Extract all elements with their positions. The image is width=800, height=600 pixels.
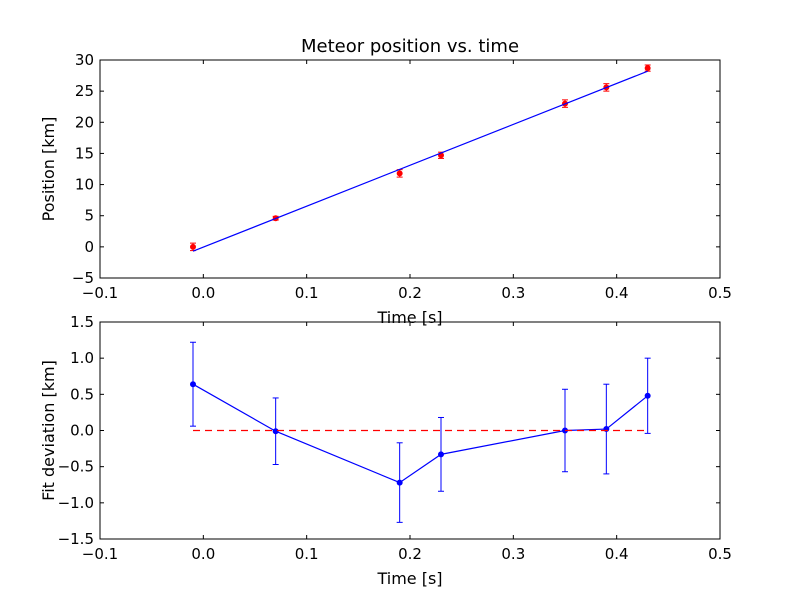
position-chart-y-tick-label: 0	[84, 238, 94, 256]
deviation-chart-ticks: −0.1 0.0 0.1 0.2 0.3 0.4 0.5 −1.5 −1.0 −0.5 0.0 0.5…	[58, 313, 732, 563]
position-chart-x-tick-label: 0.2	[398, 284, 422, 302]
deviation-chart: −0.1 0.0 0.1 0.2 0.3 0.4 0.5 −1.5 −1.0 −0.5 0.0 0.5…	[39, 313, 732, 588]
position-chart-x-tick-label: 0.0	[191, 284, 215, 302]
deviation-point	[272, 428, 279, 435]
deviation-point	[396, 479, 403, 486]
position-chart-y-tick-label: 30	[75, 51, 94, 69]
position-chart-x-tick-label: 0.1	[295, 284, 319, 302]
position-chart-frame	[99, 59, 721, 279]
position-chart-marks	[190, 64, 651, 252]
position-chart-y-tick-label: 25	[75, 82, 94, 100]
position-chart-y-tick-label: 5	[84, 207, 94, 225]
deviation-chart-marks	[190, 341, 651, 523]
position-chart-x-tick-label: −0.1	[82, 284, 118, 302]
deviation-chart-x-tick-label: 0.1	[295, 545, 319, 563]
position-chart-y-tick-label: 10	[75, 176, 94, 194]
deviation-chart-y-tick-label: −1.5	[58, 530, 94, 548]
deviation-point	[438, 451, 444, 458]
deviation-chart-x-tick-label: 0.2	[398, 545, 422, 563]
position-chart-y-tick-label: −5	[72, 269, 94, 287]
deviation-chart-y-axis-label: Fit deviation [km]	[39, 360, 58, 501]
position-chart-ticks: −0.1 0.0 0.1 0.2 0.3 0.4 0.5 −5 0 5 10 15 20 25 30	[72, 51, 732, 302]
deviation-chart-y-tick-label: −1.0	[58, 494, 94, 512]
position-chart-y-tick-label: 15	[75, 144, 94, 162]
deviation-chart-y-tick-label: 0.5	[70, 385, 94, 403]
deviation-chart-y-tick-label: 1.0	[70, 349, 94, 367]
position-chart-title: Meteor position vs. time	[301, 36, 519, 57]
position-chart-x-tick-label: 0.5	[708, 284, 732, 302]
position-chart-y-axis-label: Position [km]	[39, 117, 58, 222]
deviation-chart-frame	[99, 321, 721, 540]
deviation-chart-x-tick-label: −0.1	[82, 545, 118, 563]
deviation-point	[190, 381, 196, 388]
deviation-chart-y-tick-label: −0.5	[58, 458, 94, 476]
fit-line	[192, 70, 648, 252]
measurement-point	[190, 243, 196, 250]
deviation-chart-x-tick-label: 0.5	[708, 545, 732, 563]
measurement-point	[396, 170, 403, 177]
deviation-chart-x-tick-label: 0.0	[191, 545, 215, 563]
deviation-chart-x-tick-label: 0.4	[605, 545, 629, 563]
deviation-point	[644, 392, 651, 399]
position-chart-y-tick-label: 20	[75, 113, 94, 131]
position-chart-x-tick-label: 0.3	[501, 284, 525, 302]
deviation-chart-y-tick-label: 1.5	[70, 313, 94, 331]
position-chart-x-tick-label: 0.4	[605, 284, 629, 302]
deviation-chart-x-tick-label: 0.3	[501, 545, 525, 563]
measurement-point	[644, 65, 651, 72]
deviation-chart-y-tick-label: 0.0	[70, 422, 94, 440]
deviation-chart-x-axis-label: Time [s]	[376, 569, 442, 588]
